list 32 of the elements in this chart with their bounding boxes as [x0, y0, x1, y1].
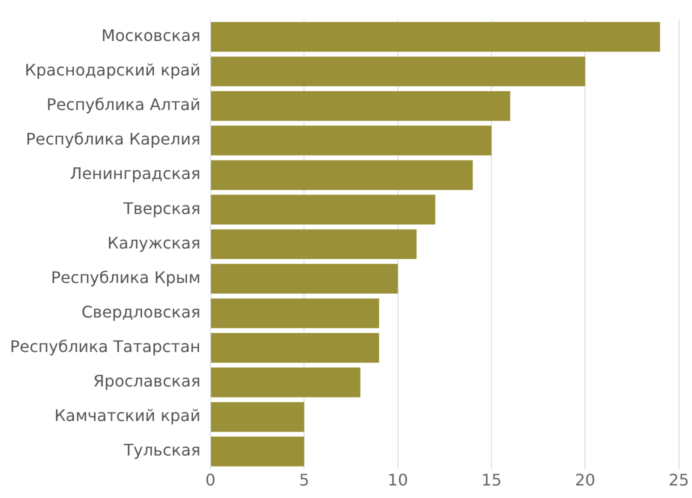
x-tick-label: 20 [574, 470, 596, 490]
x-tick-label: 0 [205, 470, 216, 490]
bar [211, 229, 417, 260]
y-tick-label: Краснодарский край [24, 60, 201, 80]
y-tick-label: Республика Карелия [26, 130, 201, 149]
y-tick-label: Ленинградская [70, 164, 201, 184]
bar [211, 160, 473, 190]
bar [211, 56, 586, 86]
bar [211, 194, 436, 225]
y-tick-label: Московская [101, 26, 201, 46]
y-tick-label: Камчатский край [54, 406, 201, 426]
bar [211, 264, 398, 294]
x-tick-label: 5 [299, 470, 310, 490]
bar [211, 298, 380, 328]
y-tick-label: Ярославская [93, 372, 201, 391]
x-tick-label: 15 [481, 470, 502, 490]
y-tick-label: Тверская [122, 198, 201, 218]
bar [211, 368, 360, 398]
bar [211, 436, 304, 466]
bar [211, 22, 660, 52]
x-tick-label: 10 [388, 470, 408, 490]
bar [211, 91, 510, 121]
y-tick-label: Тульская [122, 440, 201, 460]
y-tick-label: Республика Алтай [46, 95, 201, 114]
y-tick-label: Республика Татарстан [10, 337, 201, 356]
bar [211, 402, 304, 432]
y-tick-label: Республика Крым [51, 268, 201, 287]
x-tick-label: 25 [668, 470, 689, 490]
bar [211, 126, 492, 156]
y-tick-label: Калужская [107, 233, 201, 252]
y-tick-label: Свердловская [82, 302, 201, 322]
bar [211, 333, 380, 363]
